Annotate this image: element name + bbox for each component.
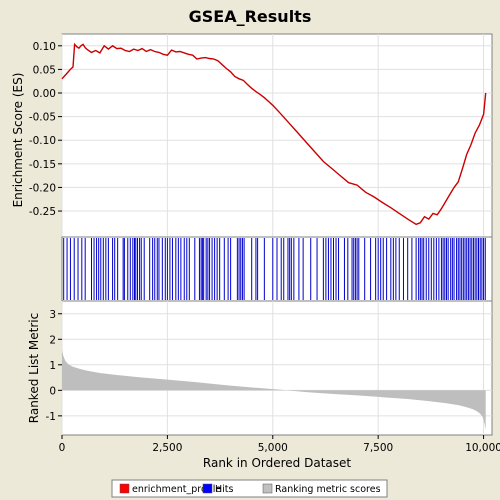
hits-marks bbox=[63, 238, 486, 300]
es-tick-label: -0.15 bbox=[29, 159, 56, 171]
es-tick-label: -0.20 bbox=[29, 182, 56, 194]
x-ticks: 0 2,500 5,000 7,500 10,000 bbox=[59, 435, 500, 454]
legend-swatch bbox=[119, 483, 130, 494]
legend-label: Hits bbox=[215, 484, 234, 495]
x-tick-label: 5,000 bbox=[258, 442, 288, 454]
es-tick-label: -0.25 bbox=[29, 206, 56, 218]
es-tick-label: 0.10 bbox=[33, 41, 56, 53]
x-tick-label: 2,500 bbox=[152, 442, 182, 454]
legend-label: Ranking metric scores bbox=[275, 484, 381, 495]
metric-y-ticks: 3 2 1 0 -1 bbox=[46, 309, 62, 423]
metric-tick-label: 3 bbox=[49, 309, 56, 321]
es-plot-area bbox=[61, 33, 493, 238]
metric-tick-label: -1 bbox=[46, 411, 56, 423]
metric-tick-label: 1 bbox=[49, 360, 56, 372]
x-tick-label: 10,000 bbox=[465, 442, 500, 454]
chart-title: GSEA_Results bbox=[189, 7, 312, 26]
legend-swatch bbox=[202, 483, 213, 494]
legend-swatch bbox=[262, 483, 273, 494]
metric-tick-label: 2 bbox=[49, 334, 56, 346]
es-y-axis-label: Enrichment Score (ES) bbox=[11, 73, 25, 208]
x-axis-label: Rank in Ordered Dataset bbox=[203, 456, 351, 470]
es-gridlines bbox=[61, 34, 492, 237]
es-tick-label: 0.00 bbox=[33, 88, 56, 100]
x-tick-label: 0 bbox=[59, 442, 66, 454]
metric-tick-label: 0 bbox=[49, 385, 56, 397]
es-tick-label: -0.10 bbox=[29, 135, 56, 147]
es-y-ticks: 0.10 0.05 0.00 -0.05 -0.10 -0.15 -0.20 -0.25 bbox=[29, 41, 62, 218]
ranking-metric-area bbox=[62, 349, 486, 430]
metric-plot-area bbox=[61, 300, 493, 436]
es-tick-label: 0.05 bbox=[33, 64, 56, 76]
legend-box bbox=[111, 479, 388, 498]
x-tick-label: 7,500 bbox=[363, 442, 393, 454]
legend-label: enrichment_profile bbox=[132, 484, 221, 495]
es-tick-label: -0.05 bbox=[29, 112, 56, 124]
enrichment-profile-line bbox=[61, 42, 487, 226]
metric-y-axis-label: Ranked List Metric bbox=[27, 313, 41, 423]
